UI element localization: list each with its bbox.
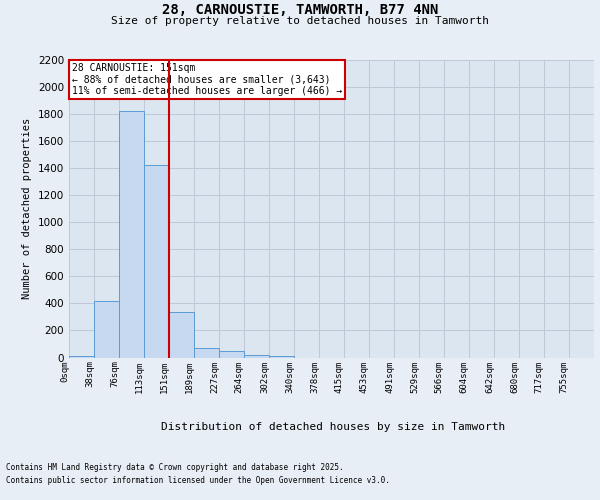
Bar bbox=[69, 356, 94, 358]
Bar bbox=[169, 312, 194, 358]
Text: 28, CARNOUSTIE, TAMWORTH, B77 4NN: 28, CARNOUSTIE, TAMWORTH, B77 4NN bbox=[162, 2, 438, 16]
Bar bbox=[269, 356, 294, 358]
Y-axis label: Number of detached properties: Number of detached properties bbox=[22, 118, 32, 300]
Text: Distribution of detached houses by size in Tamworth: Distribution of detached houses by size … bbox=[161, 422, 505, 432]
Bar bbox=[244, 355, 269, 358]
Bar bbox=[219, 350, 244, 358]
Bar bbox=[119, 112, 145, 358]
Text: 28 CARNOUSTIE: 151sqm
← 88% of detached houses are smaller (3,643)
11% of semi-d: 28 CARNOUSTIE: 151sqm ← 88% of detached … bbox=[71, 63, 342, 96]
Bar bbox=[194, 348, 219, 358]
Bar bbox=[94, 300, 119, 358]
Text: Size of property relative to detached houses in Tamworth: Size of property relative to detached ho… bbox=[111, 16, 489, 26]
Text: Contains public sector information licensed under the Open Government Licence v3: Contains public sector information licen… bbox=[6, 476, 390, 485]
Bar bbox=[144, 166, 169, 358]
Text: Contains HM Land Registry data © Crown copyright and database right 2025.: Contains HM Land Registry data © Crown c… bbox=[6, 462, 344, 471]
